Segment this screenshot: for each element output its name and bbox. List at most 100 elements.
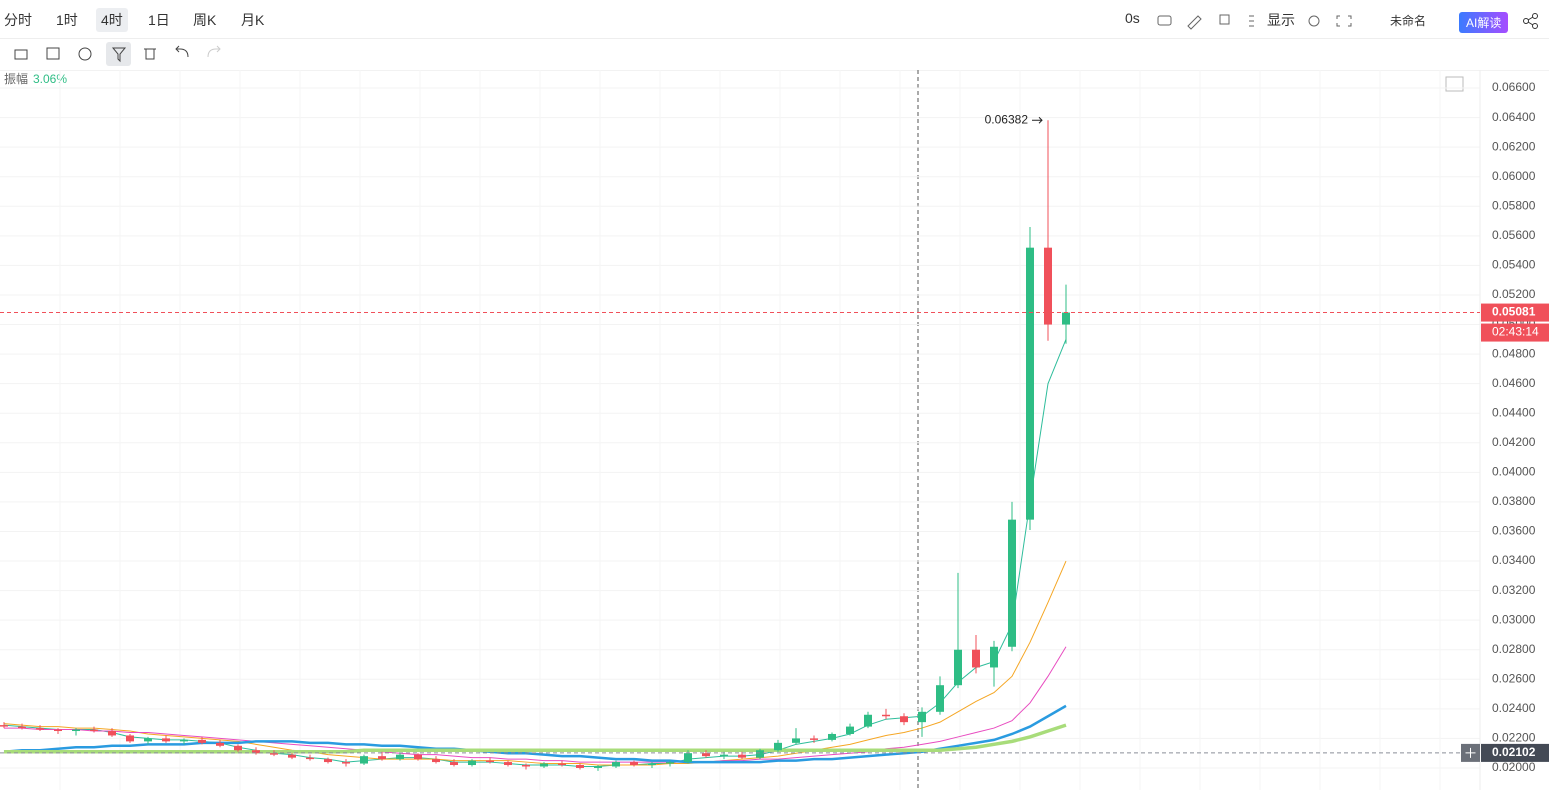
edit-icon[interactable] [46,47,60,60]
candle-body [594,766,602,768]
candle-body [738,754,746,758]
redo-icon[interactable] [207,45,221,58]
candle-body [36,728,44,730]
settings-icon[interactable] [1308,15,1320,27]
candle-body [162,738,170,742]
undo-icon[interactable] [175,45,189,58]
candle-body [468,760,476,766]
period[interactable]: 分时 [4,12,32,28]
filter-icon [111,47,127,63]
y-tick-label: 0.02200 [1492,731,1536,745]
candle-body [540,763,548,767]
candle-body [252,750,260,754]
period[interactable]: 周K [193,12,217,28]
magnet-icon[interactable] [78,47,92,61]
candle-body [936,685,944,712]
candle-body [702,753,710,757]
candle-body [144,738,152,742]
lock-icon[interactable] [14,49,28,60]
ma-line [3,560,1067,766]
period[interactable]: 1时 [56,12,78,28]
y-tick-label: 0.03200 [1492,583,1536,597]
candle-body [234,745,242,751]
ref-price-box [1481,743,1549,762]
high-arrow [1032,116,1043,124]
y-tick-label: 0.05200 [1492,287,1536,301]
candle-body [504,762,512,766]
candle-body [414,754,422,760]
candle-body [180,739,188,742]
camera-icon[interactable] [1157,15,1172,26]
period[interactable]: 4时 [96,8,128,32]
y-tick-label: 0.03800 [1492,494,1536,508]
share-icon[interactable] [1522,12,1540,30]
candle-body [882,714,890,717]
layout-name[interactable]: 未命名 [1390,14,1427,28]
candle-body [990,646,998,668]
y-tick-label: 0.05400 [1492,258,1536,272]
pen-icon[interactable] [1187,15,1202,30]
y-tick-label: 0.03000 [1492,612,1536,626]
y-tick-label: 0.04400 [1492,405,1536,419]
candle-body [846,726,854,734]
candle-body [774,742,782,751]
candle-body [666,762,674,764]
expand-icon[interactable] [1445,76,1464,92]
y-tick-label: 0.06000 [1492,169,1536,183]
candle-body [126,735,134,742]
y-tick-label: 0.05800 [1492,198,1536,212]
candle-body [432,759,440,763]
y-tick-label: 0.04200 [1492,435,1536,449]
candle-body [576,765,584,768]
candle-body [306,757,314,760]
candle-body [288,754,296,758]
ma-line [3,339,1067,767]
candle-body [720,754,728,757]
last-price-box [1481,303,1549,322]
candle-body [972,649,980,668]
candle-body [630,762,638,766]
period[interactable]: 1日 [148,12,170,28]
candle-body [828,733,836,740]
y-tick-label: 0.06400 [1492,110,1536,124]
y-tick-label: 0.04000 [1492,465,1536,479]
candle-body [216,742,224,746]
y-tick-label: 0.02800 [1492,642,1536,656]
fullscreen-icon[interactable] [1336,15,1352,27]
candle-body [54,729,62,732]
y-tick-label: 0.06600 [1492,80,1536,94]
high-marker: 0.06382 [985,112,1029,126]
period[interactable]: 月K [241,12,265,28]
candle-body [270,753,278,755]
plus-icon [1465,747,1476,758]
window-icon[interactable] [1219,14,1230,25]
display-menu[interactable]: 显示 [1267,12,1295,28]
candle-body [378,756,386,760]
y-tick-label: 0.04800 [1492,346,1536,360]
last-price-label: 0.05081 [1492,305,1536,319]
candle-body [648,763,656,766]
y-tick-label: 0.06200 [1492,139,1536,153]
candle-body [360,756,368,764]
candle-body [324,759,332,763]
candle-body [0,725,8,727]
ai-button[interactable]: AI解读 [1459,12,1509,33]
candle-body [72,729,80,732]
ma-line [3,704,1067,764]
timer[interactable]: 0s [1125,10,1140,26]
list-icon[interactable] [1249,15,1254,27]
candle-body [558,763,566,766]
countdown-box [1481,323,1549,342]
candle-body [918,711,926,723]
amplitude-label: 振幅 [4,71,28,86]
candle-body [1062,312,1070,325]
delete-icon[interactable] [144,48,156,60]
candle-body [396,754,404,760]
y-tick-label: 0.02400 [1492,701,1536,715]
drawing-icons [14,42,221,66]
amplitude-value: 3.06% [33,72,67,86]
countdown-label: 02:43:14 [1492,325,1539,339]
candle-body [1044,247,1052,325]
